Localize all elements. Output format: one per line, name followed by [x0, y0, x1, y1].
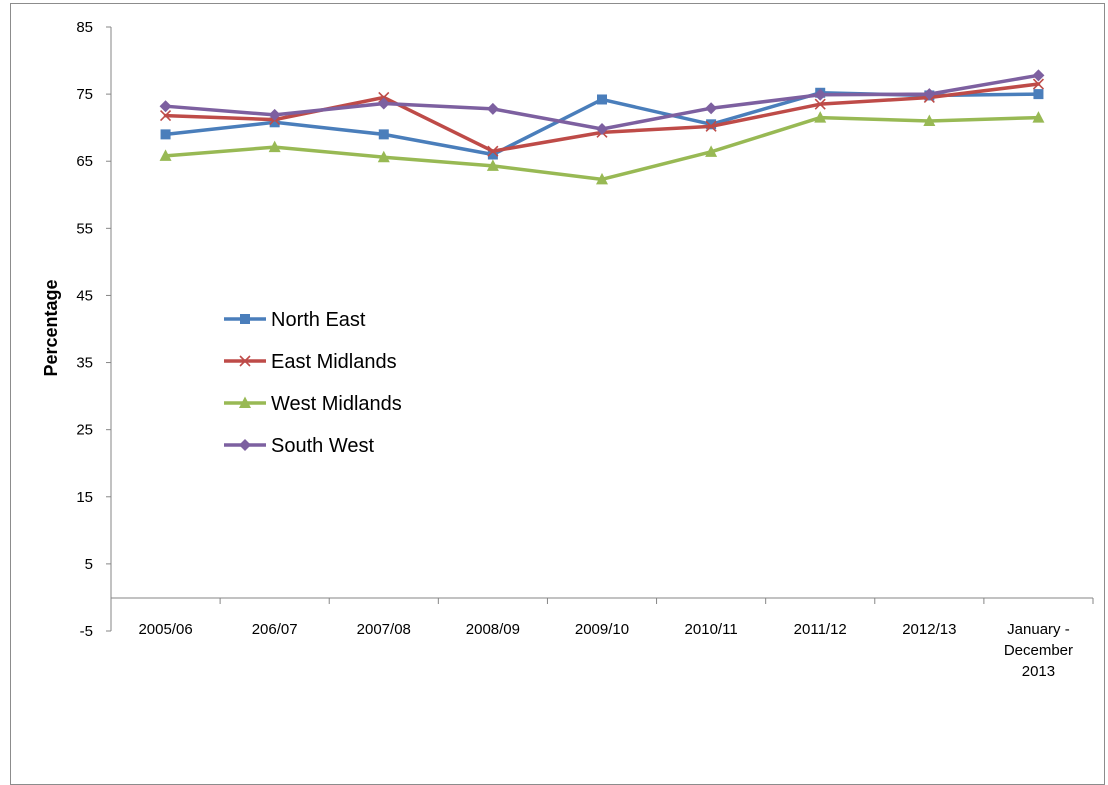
x-tick-label-line: 2012/13 [902, 621, 956, 638]
x-tick-label: 206/07 [252, 621, 298, 638]
x-tick-label-line: 206/07 [252, 621, 298, 638]
y-tick-label: 85 [76, 19, 93, 36]
y-tick-label: 5 [85, 556, 93, 573]
legend-swatch-marker [239, 396, 251, 408]
data-point-north-east [487, 149, 498, 160]
x-tick-label-line: 2010/11 [685, 621, 738, 638]
x-tick-label-line: January - [1007, 621, 1070, 638]
data-point-south-west [159, 100, 172, 113]
data-point-south-west [923, 88, 936, 101]
data-point-east-midlands [487, 145, 499, 157]
legend-label: North East [271, 309, 366, 331]
legend-swatch-marker [239, 355, 251, 367]
y-tick-label: 35 [76, 355, 93, 372]
legend: North East East Midlands West Midlands Sout… [224, 309, 402, 457]
y-tick-label: 25 [76, 422, 93, 439]
x-tick-label: 2005/06 [138, 621, 192, 638]
x-tick-label-line: 2013 [1022, 663, 1055, 680]
x-tick-label-line: December [1004, 642, 1073, 659]
x-tick-label: 2010/11 [685, 621, 738, 638]
series-group [159, 69, 1045, 185]
data-point-south-west [268, 108, 281, 121]
chart-border [10, 3, 1105, 785]
x-tick-label: 2011/12 [794, 621, 847, 638]
data-point-south-west [377, 97, 390, 110]
data-point-north-east [269, 117, 280, 128]
y-tick-label: 45 [76, 287, 93, 304]
legend-label: South West [271, 435, 374, 457]
x-tick-label-line: 2011/12 [794, 621, 847, 638]
data-point-north-east [597, 94, 607, 105]
data-point-north-east [706, 119, 717, 130]
x-tick-label-line: 2005/06 [138, 621, 192, 638]
legend-entry: East Midlands [224, 351, 397, 373]
data-point-east-midlands [814, 98, 826, 110]
legend-swatch-marker [240, 314, 250, 324]
legend-swatch-marker [239, 439, 251, 451]
legend-label: West Midlands [271, 393, 402, 415]
data-point-west-midlands [377, 150, 390, 163]
data-point-east-midlands [159, 110, 172, 122]
x-tick-label: 2012/13 [902, 621, 956, 638]
x-tick-label: 2008/09 [466, 621, 520, 638]
series-south-west [159, 69, 1045, 136]
legend-entry: South West [224, 435, 374, 457]
data-point-east-midlands [378, 91, 390, 104]
data-point-south-west [705, 102, 718, 115]
data-point-west-midlands [923, 114, 936, 126]
legend-entry: North East [224, 309, 366, 331]
y-tick-label: 65 [76, 153, 93, 170]
x-tick-label: 2007/08 [357, 621, 411, 638]
data-point-west-midlands [268, 140, 281, 153]
x-tick-label-line: 2007/08 [357, 621, 411, 638]
data-point-north-east [378, 129, 389, 140]
data-point-east-midlands [705, 120, 717, 132]
y-tick-label: 15 [76, 489, 93, 506]
data-point-south-west [596, 123, 608, 136]
data-point-west-midlands [596, 172, 608, 185]
x-tick-label: January - December 2013 [1004, 621, 1073, 680]
x-tick-label-line: 2008/09 [466, 621, 520, 638]
legend-label: East Midlands [271, 351, 397, 373]
x-axis: 2005/06 206/07 2007/08 2008/09 2009/10 2010/1… [110, 597, 1094, 680]
data-point-west-midlands [1032, 111, 1045, 123]
data-point-south-west [486, 102, 499, 115]
y-axis: 85 75 65 55 45 35 25 15 5 -5 [76, 19, 112, 640]
data-point-west-midlands [159, 149, 172, 161]
data-point-west-midlands [486, 159, 499, 171]
data-point-south-west [1032, 69, 1045, 82]
y-tick-label: 75 [76, 86, 93, 103]
data-point-north-east [1033, 89, 1044, 100]
y-tick-label: 55 [76, 220, 93, 237]
data-point-west-midlands [705, 145, 718, 157]
x-tick-label: 2009/10 [575, 621, 629, 638]
data-point-east-midlands [1032, 78, 1045, 90]
legend-entry: West Midlands [224, 393, 402, 415]
data-point-south-west [814, 88, 827, 101]
y-axis-title: Percentage [41, 279, 61, 376]
x-tick-label-line: 2009/10 [575, 621, 629, 638]
data-point-north-east [160, 129, 171, 140]
series-west-midlands [159, 111, 1045, 185]
data-point-west-midlands [814, 111, 827, 123]
y-tick-label: -5 [80, 623, 93, 640]
